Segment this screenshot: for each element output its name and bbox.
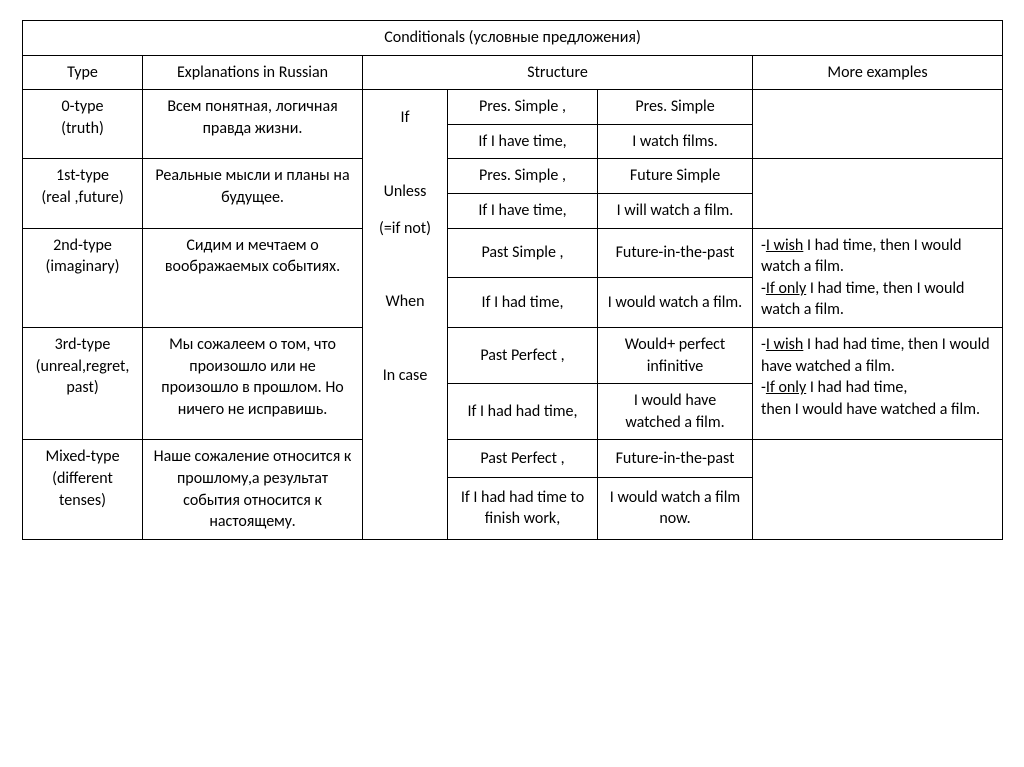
header-type: Type <box>23 55 143 90</box>
type-cell: 3rd-type (unreal,regret, past) <box>23 327 143 439</box>
structure-if-example: If I have time, <box>448 193 598 228</box>
table-title-row: Conditionals (условные предложения) <box>23 21 1003 56</box>
structure-if: Pres. Simple , <box>448 90 598 125</box>
examples-cell: -I wish I had had time, then I would hav… <box>753 327 1003 439</box>
header-more-examples: More examples <box>753 55 1003 90</box>
examples-cell <box>753 440 1003 539</box>
structure-if-example: If I have time, <box>448 124 598 159</box>
explanation-cell: Мы сожалеем о том, что произошло или не … <box>143 327 363 439</box>
explanation-cell: Наше сожаление относится к прошлому,а ре… <box>143 440 363 539</box>
structure-if: Past Perfect , <box>448 327 598 383</box>
table-row: 3rd-type (unreal,regret, past) Мы сожале… <box>23 327 1003 383</box>
structure-main: Would+ perfect infinitive <box>598 327 753 383</box>
table-container: Conditionals (условные предложения) Type… <box>22 20 1002 540</box>
table-row: 0-type (truth) Всем понятная, логичная п… <box>23 90 1003 125</box>
structure-main-example: I would watch a film now. <box>598 478 753 540</box>
explanation-cell: Всем понятная, логичная правда жизни. <box>143 90 363 159</box>
structure-main: Future-in-the-past <box>598 228 753 278</box>
structure-main-example: I will watch a film. <box>598 193 753 228</box>
structure-main: Future Simple <box>598 159 753 194</box>
table-header-row: Type Explanations in Russian Structure M… <box>23 55 1003 90</box>
table-row: 2nd-type (imaginary) Сидим и мечтаем о в… <box>23 228 1003 278</box>
explanation-cell: Реальные мысли и планы на будущее. <box>143 159 363 228</box>
structure-if-example: If I had had time, <box>448 384 598 440</box>
conditionals-table: Conditionals (условные предложения) Type… <box>22 20 1003 540</box>
structure-if: Past Simple , <box>448 228 598 278</box>
examples-cell <box>753 90 1003 159</box>
structure-main: Pres. Simple <box>598 90 753 125</box>
examples-cell <box>753 159 1003 228</box>
type-cell: Mixed-type (different tenses) <box>23 440 143 539</box>
structure-if-example: If I had time, <box>448 278 598 328</box>
table-title: Conditionals (условные предложения) <box>23 21 1003 56</box>
examples-cell: -I wish I had time, then I would watch a… <box>753 228 1003 327</box>
type-cell: 2nd-type (imaginary) <box>23 228 143 327</box>
explanation-cell: Сидим и мечтаем о воображаемых событиях. <box>143 228 363 327</box>
type-cell: 1st-type (real ,future) <box>23 159 143 228</box>
structure-if: Pres. Simple , <box>448 159 598 194</box>
table-row: 1st-type (real ,future) Реальные мысли и… <box>23 159 1003 194</box>
type-cell: 0-type (truth) <box>23 90 143 159</box>
connectors-cell: If Unless (=if not) When In case <box>363 90 448 540</box>
structure-if-example: If I had had time to finish work, <box>448 478 598 540</box>
structure-main-example: I watch films. <box>598 124 753 159</box>
table-row: Mixed-type (different tenses) Наше сожал… <box>23 440 1003 478</box>
structure-if: Past Perfect , <box>448 440 598 478</box>
structure-main-example: I would watch a film. <box>598 278 753 328</box>
header-structure: Structure <box>363 55 753 90</box>
header-explanations: Explanations in Russian <box>143 55 363 90</box>
structure-main-example: I would have watched a film. <box>598 384 753 440</box>
structure-main: Future-in-the-past <box>598 440 753 478</box>
